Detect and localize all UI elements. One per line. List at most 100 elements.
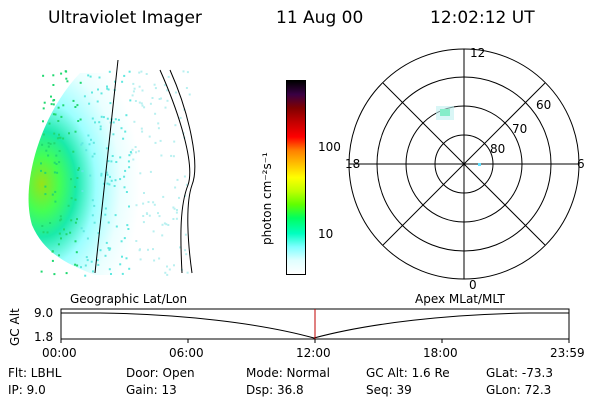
speckle-dot [58,136,61,139]
speckle-dot [80,143,83,146]
speckle-dot [59,136,62,139]
speckle-dot [44,171,47,174]
speckle-dot [42,74,45,77]
speckle-dot [74,130,77,133]
speckle-dot [158,215,161,218]
speckle-dot [119,156,122,159]
speckle-dot [122,137,125,140]
speckle-dot [85,149,88,152]
speckle-dot [126,224,129,227]
speckle-dot [114,214,117,217]
speckle-dot [62,104,65,107]
speckle-dot [89,174,92,177]
speckle-dot [124,169,127,172]
speckle-dot [67,204,70,207]
altitude-curve [61,312,569,339]
speckle-dot [121,272,124,275]
speckle-dot [54,190,57,193]
speckle-dot [94,121,96,124]
speckle-dot [107,221,110,224]
speckle-dot [97,88,99,91]
speckle-dot [176,209,178,211]
speckle-dot [98,121,101,124]
speckle-dot [81,190,84,192]
speckle-dot [110,179,113,182]
speckle-dot [142,221,145,224]
speckle-dot [123,175,126,178]
speckle-dot [138,71,141,74]
speckle-dot [127,160,130,163]
speckle-dot [106,87,109,90]
meridian-line [94,59,119,274]
mlt-label-6: 6 [577,157,585,171]
speckle-dot [147,201,150,203]
speckle-dot [47,145,50,148]
speckle-dot [41,225,44,227]
speckle-dot [66,80,69,83]
speckle-dot [179,246,181,249]
speckle-dot [164,271,167,274]
speckle-dot [139,258,142,261]
speckle-dot [58,133,60,136]
speckle-dot [79,118,82,121]
speckle-dot [55,154,58,157]
filter-info: Flt: LBHL [8,366,62,380]
speckle-dot [166,273,169,276]
speckle-dot [157,127,160,130]
speckle-dot [91,155,94,158]
speckle-dot [65,272,68,275]
speckle-dot [92,270,94,273]
speckle-dot [110,160,113,163]
speckle-dot [185,253,188,256]
speckle-dot [45,149,48,152]
speckle-dot [76,264,79,267]
speckle-dot [44,193,47,196]
speckle-dot [57,243,60,246]
speckle-dot [51,259,54,262]
speckle-dot [159,139,162,142]
speckle-dot [120,127,123,130]
speckle-dot [141,104,144,107]
speckle-dot [75,251,78,254]
lat-label-80: 80 [490,142,505,156]
speckle-dot [167,75,170,78]
x-tick-0600: 06:00 [169,346,204,360]
speckle-dot [53,142,56,145]
speckle-dot [86,237,89,240]
mlt-label-12: 12 [470,46,485,60]
limb-line [159,69,191,274]
speckle-dot [125,114,128,117]
speckle-dot [176,178,179,181]
ip-info: IP: 9.0 [8,383,46,397]
speckle-dot [52,103,55,106]
speckle-dot [50,103,53,106]
mode-info: Mode: Normal [246,366,330,380]
speckle-dot [132,82,135,85]
speckle-dot [128,205,130,208]
x-tick-2359: 23:59 [550,346,585,360]
speckle-dot [52,113,55,116]
speckle-dot [46,231,49,234]
speckle-dot [55,163,58,165]
speckle-dot [51,250,54,253]
speckle-dot [40,162,42,165]
speckle-dot [167,224,170,226]
colorbar-tick-10: 10 [318,227,334,241]
speckle-dot [182,70,185,73]
y-tick-1.8: 1.8 [34,330,54,344]
speckle-dot [96,100,99,103]
gc-alt-info: GC Alt: 1.6 Re [366,366,450,380]
speckle-dot [76,218,78,221]
speckle-dot [165,223,168,226]
speckle-dot [58,232,61,235]
speckle-dot [40,169,42,172]
speckle-dot [43,101,46,104]
speckle-dot [70,178,72,181]
gain-info: Gain: 13 [126,383,177,397]
speckle-dot [139,172,142,175]
speckle-dot [160,97,162,100]
speckle-dot [99,125,102,128]
speckle-dot [149,102,152,105]
speckle-dot [152,201,155,204]
speckle-dot [154,141,157,144]
